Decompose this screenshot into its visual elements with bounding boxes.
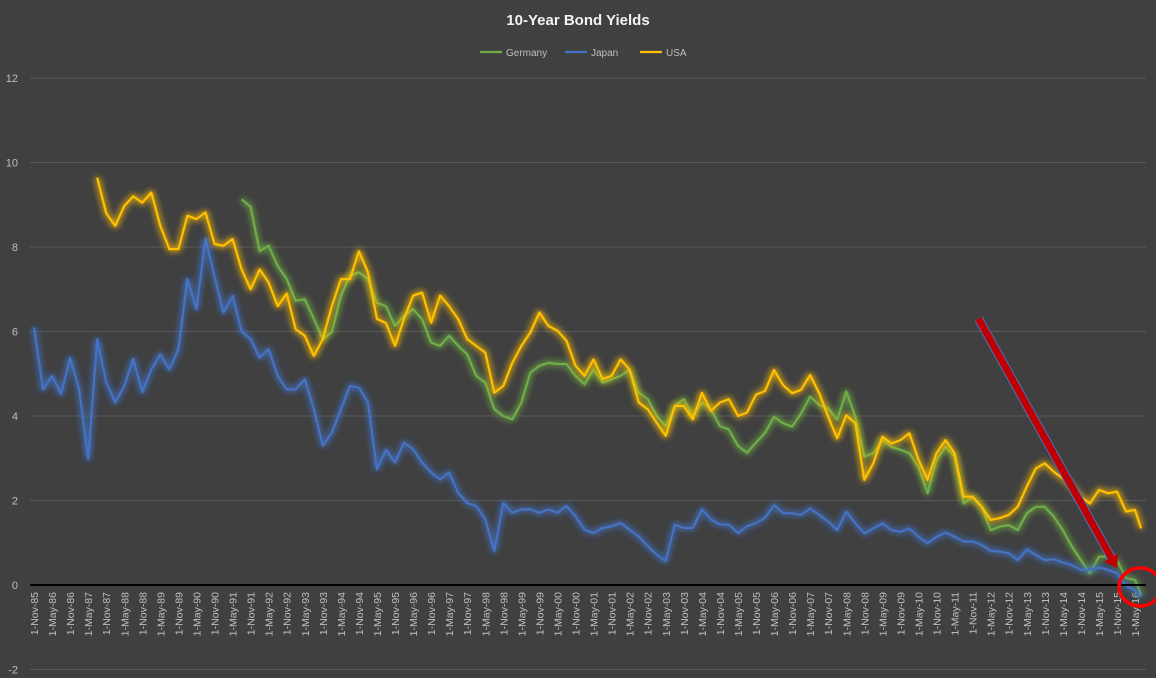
red-circle-annotation: [1117, 566, 1156, 608]
x-tick-label: 1-Nov-11: [968, 592, 980, 635]
x-tick-label: 1-Nov-85: [29, 592, 41, 635]
legend-item-usa: USA: [640, 48, 687, 59]
legend-label: Germany: [506, 48, 547, 59]
x-tick-label: 1-Nov-95: [390, 592, 402, 635]
x-tick-label: 1-Nov-99: [534, 592, 546, 635]
legend-label: Japan: [591, 48, 618, 59]
x-tick-label: 1-Nov-13: [1040, 592, 1052, 635]
legend: Germany Japan USA: [480, 48, 687, 59]
x-tick-label: 1-May-15: [1094, 592, 1106, 637]
x-tick-label: 1-May-99: [516, 592, 528, 637]
x-tick-label: 1-May-94: [336, 592, 348, 637]
y-axis: -2 0 2 4 6 8 10 12: [6, 73, 18, 677]
series-line-germany: [240, 198, 1143, 596]
x-tick-label: 1-May-05: [733, 592, 745, 637]
x-tick-label: 1-May-88: [119, 592, 131, 637]
arrow-head: [1104, 553, 1119, 569]
x-axis: 1-Nov-85 1-May-86 1-Nov-86 1-May-87 1-Nov-87…: [29, 592, 1142, 637]
x-tick-label: 1-May-98: [480, 592, 492, 637]
x-tick-label: 1-Nov-01: [607, 592, 619, 635]
x-tick-label: 1-Nov-05: [751, 592, 763, 635]
x-tick-label: 1-May-97: [444, 592, 456, 637]
annotations: [974, 316, 1156, 608]
legend-item-japan: Japan: [565, 48, 618, 59]
x-tick-label: 1-May-09: [877, 592, 889, 637]
arrow-shaft: [975, 317, 1115, 560]
x-tick-label: 1-Nov-91: [246, 592, 258, 635]
x-tick-label: 1-Nov-12: [1004, 592, 1016, 635]
y-tick-label: 8: [12, 242, 18, 254]
x-tick-label: 1-May-07: [805, 592, 817, 637]
x-tick-label: 1-May-02: [625, 592, 637, 637]
x-tick-label: 1-May-89: [155, 592, 167, 637]
x-tick-label: 1-May-92: [264, 592, 276, 637]
x-tick-label: 1-May-08: [841, 592, 853, 637]
x-tick-label: 1-May-91: [228, 592, 240, 637]
x-tick-label: 1-May-14: [1058, 592, 1070, 637]
x-tick-label: 1-Nov-14: [1076, 592, 1088, 635]
x-tick-label: 1-Nov-86: [65, 592, 77, 635]
x-tick-label: 1-May-01: [589, 592, 601, 637]
x-tick-label: 1-May-06: [769, 592, 781, 637]
x-tick-label: 1-Nov-03: [679, 592, 691, 635]
x-tick-label: 1-Nov-15: [1112, 592, 1124, 635]
legend-item-germany: Germany: [480, 48, 547, 59]
x-tick-label: 1-May-87: [83, 592, 95, 637]
x-tick-label: 1-May-90: [191, 592, 203, 637]
x-tick-label: 1-Nov-98: [498, 592, 510, 635]
x-tick-label: 1-Nov-09: [895, 592, 907, 635]
series-group: [32, 177, 1143, 598]
x-tick-label: 1-Nov-89: [173, 592, 185, 635]
x-tick-label: 1-Nov-96: [426, 592, 438, 635]
y-tick-label: 4: [12, 411, 18, 423]
y-tick-label: 12: [6, 73, 18, 85]
y-tick-label: 2: [12, 496, 18, 508]
x-tick-label: 1-Nov-88: [137, 592, 149, 635]
x-tick-label: 1-Nov-97: [462, 592, 474, 635]
x-tick-label: 1-Nov-06: [787, 592, 799, 635]
x-tick-label: 1-May-00: [552, 592, 564, 637]
y-tick-label: 10: [6, 158, 18, 170]
x-tick-label: 1-Nov-90: [210, 592, 222, 635]
x-tick-label: 1-Nov-08: [859, 592, 871, 635]
y-tick-label: 6: [12, 327, 18, 339]
x-tick-label: 1-May-96: [408, 592, 420, 637]
x-tick-label: 1-May-10: [913, 592, 925, 637]
x-tick-label: 1-Nov-87: [101, 592, 113, 635]
x-tick-label: 1-Nov-07: [823, 592, 835, 635]
y-tick-label: -2: [8, 665, 18, 677]
x-tick-label: 1-Nov-93: [318, 592, 330, 635]
x-tick-label: 1-May-04: [697, 592, 709, 637]
gridlines: [30, 77, 1146, 670]
y-tick-label: 0: [12, 580, 18, 592]
x-tick-label: 1-Nov-92: [282, 592, 294, 635]
x-tick-label: 1-May-03: [661, 592, 673, 637]
chart-title: 10-Year Bond Yields: [506, 12, 649, 29]
x-tick-label: 1-May-93: [300, 592, 312, 637]
series-line-japan: [32, 237, 1142, 598]
x-tick-label: 1-May-13: [1022, 592, 1034, 637]
x-tick-label: 1-May-95: [372, 592, 384, 637]
x-tick-label: 1-May-11: [950, 592, 962, 636]
x-tick-label: 1-May-86: [47, 592, 59, 637]
x-tick-label: 1-May-12: [986, 592, 998, 637]
x-tick-label: 1-Nov-10: [932, 592, 944, 635]
x-tick-label: 1-Nov-04: [715, 592, 727, 635]
series-line-usa: [96, 177, 1143, 529]
red-arrow-annotation: [974, 316, 1119, 569]
x-tick-label: 1-May-16: [1130, 592, 1142, 637]
x-tick-label: 1-Nov-94: [354, 592, 366, 635]
x-tick-label: 1-Nov-00: [571, 592, 583, 635]
x-tick-label: 1-Nov-02: [643, 592, 655, 635]
legend-label: USA: [666, 48, 687, 59]
